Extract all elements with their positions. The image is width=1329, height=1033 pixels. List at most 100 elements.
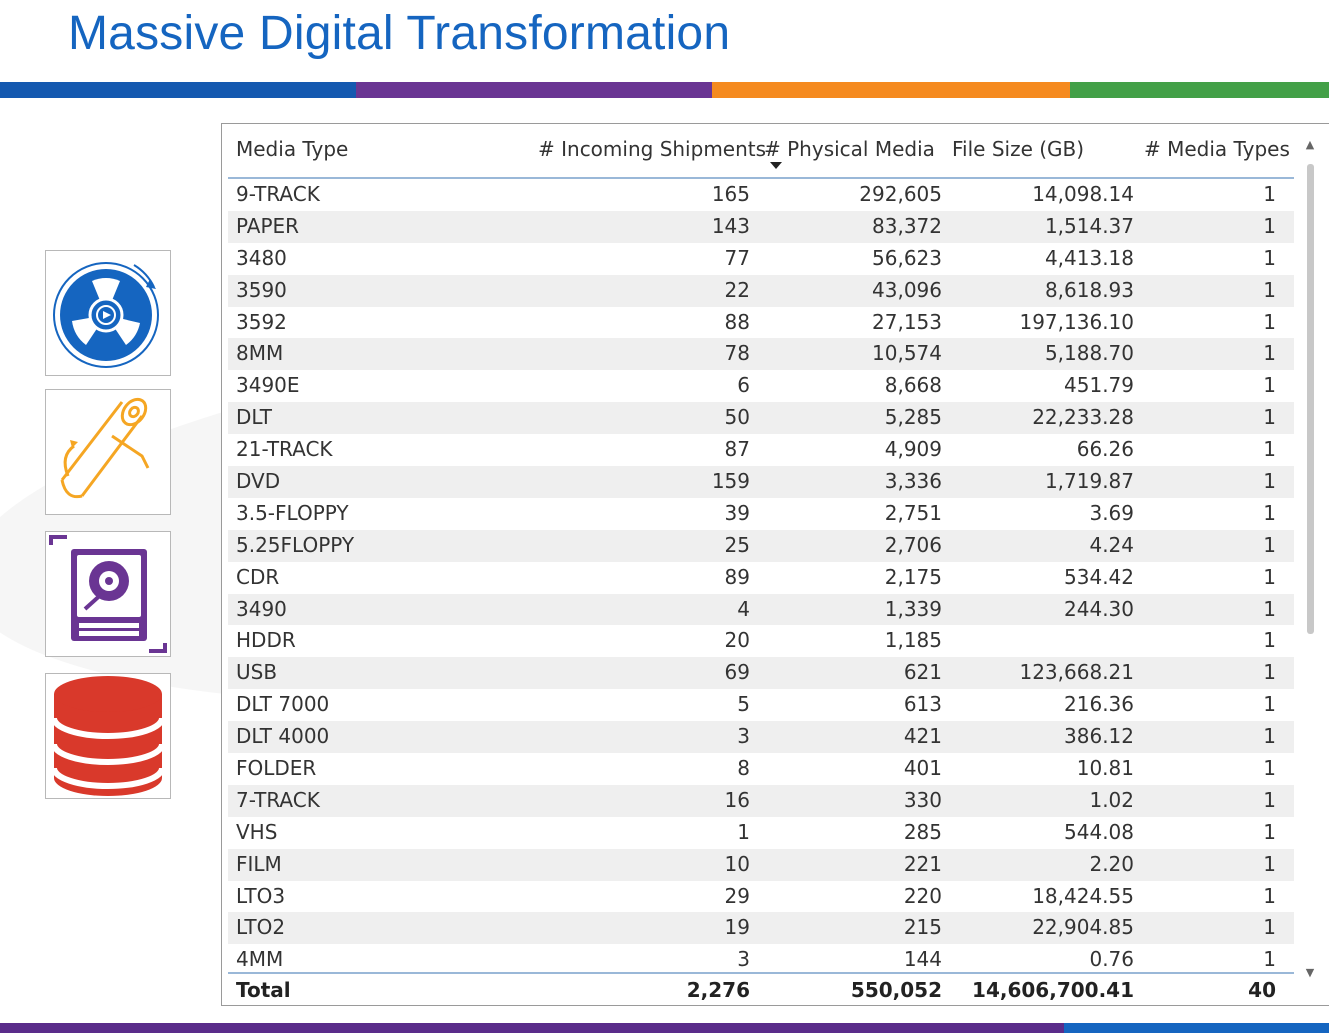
cell-media-type: VHS	[236, 819, 278, 844]
cell-media-type: 21-TRACK	[236, 437, 333, 462]
cell-file-size: 1,514.37	[1044, 213, 1134, 238]
cell-media-type: FOLDER	[236, 756, 317, 781]
cell-physical-media: 421	[903, 724, 942, 749]
media-table: Media Type # Incoming Shipments # Physic…	[221, 123, 1329, 1006]
cell-file-size: 18,424.55	[1032, 883, 1134, 908]
table-row[interactable]: USB 69 621 123,668.21 1	[228, 657, 1294, 690]
cell-media-type: 4MM	[236, 947, 284, 972]
cell-physical-media: 215	[903, 915, 942, 940]
cell-file-size: 10.81	[1076, 756, 1134, 781]
cell-file-size: 1.02	[1089, 787, 1134, 812]
cell-media-type: 3592	[236, 309, 287, 334]
column-header-physical-media[interactable]: # Physical Media	[764, 137, 935, 161]
column-header-media-types[interactable]: # Media Types	[1144, 137, 1290, 161]
table-row[interactable]: LTO2 19 215 22,904.85 1	[228, 912, 1294, 945]
cell-media-type: 3.5-FLOPPY	[236, 500, 349, 525]
scroll-down-icon[interactable]: ▼	[1305, 966, 1315, 979]
cell-physical-media: 83,372	[872, 213, 942, 238]
cell-media-type: 3490	[236, 596, 287, 621]
cell-file-size: 123,668.21	[1019, 660, 1134, 685]
cell-incoming-shipments: 69	[724, 660, 750, 685]
table-row[interactable]: PAPER 143 83,372 1,514.37 1	[228, 210, 1294, 243]
table-row[interactable]: DLT 7000 5 613 216.36 1	[228, 689, 1294, 721]
column-header-incoming-shipments[interactable]: # Incoming Shipments	[538, 137, 767, 161]
table-row[interactable]: LTO3 29 220 18,424.55 1	[228, 881, 1294, 913]
cell-file-size: 0.76	[1089, 947, 1134, 972]
cell-media-types: 1	[1263, 787, 1276, 812]
table-row[interactable]: 3590 22 43,096 8,618.93 1	[228, 274, 1294, 307]
cell-media-type: DLT 4000	[236, 724, 330, 749]
table-row[interactable]: 3.5-FLOPPY 39 2,751 3.69 1	[228, 498, 1294, 530]
header-color-band	[0, 82, 1329, 98]
table-row[interactable]: DLT 4000 3 421 386.12 1	[228, 721, 1294, 754]
cell-incoming-shipments: 1	[737, 819, 750, 844]
cell-media-types: 1	[1263, 756, 1276, 781]
cell-incoming-shipments: 22	[724, 277, 750, 302]
table-row[interactable]: 3490E 6 8,668 451.79 1	[228, 370, 1294, 402]
cell-physical-media: 330	[903, 787, 942, 812]
cell-media-types: 1	[1263, 692, 1276, 717]
cell-media-types: 1	[1263, 564, 1276, 589]
cell-physical-media: 2,175	[884, 564, 942, 589]
cell-file-size: 14,098.14	[1032, 182, 1134, 206]
cell-media-types: 1	[1263, 628, 1276, 653]
cell-media-types: 1	[1263, 883, 1276, 908]
cell-physical-media: 5,285	[884, 405, 942, 430]
table-row[interactable]: 8MM 78 10,574 5,188.70 1	[228, 338, 1294, 371]
table-row[interactable]: HDDR 20 1,185 1	[228, 625, 1294, 657]
table-row[interactable]: 9-TRACK 165 292,605 14,098.14 1	[228, 179, 1294, 211]
total-shipments: 2,276	[686, 978, 750, 1002]
cell-physical-media: 1,185	[884, 628, 942, 653]
cell-file-size: 544.08	[1064, 819, 1134, 844]
cell-media-type: LTO3	[236, 883, 286, 908]
cell-media-types: 1	[1263, 469, 1276, 494]
vertical-scrollbar-thumb[interactable]	[1307, 164, 1314, 634]
cell-physical-media: 3,336	[884, 469, 942, 494]
table-row[interactable]: FOLDER 8 401 10.81 1	[228, 753, 1294, 785]
cell-media-types: 1	[1263, 213, 1276, 238]
table-row[interactable]: 3490 4 1,339 244.30 1	[228, 593, 1294, 626]
cell-physical-media: 10,574	[872, 341, 942, 366]
cell-physical-media: 2,706	[884, 532, 942, 557]
cell-incoming-shipments: 20	[724, 628, 750, 653]
cell-media-types: 1	[1263, 819, 1276, 844]
cell-media-types: 1	[1263, 500, 1276, 525]
cell-incoming-shipments: 78	[724, 341, 750, 366]
cell-physical-media: 2,751	[884, 500, 942, 525]
cell-media-type: DLT 7000	[236, 692, 330, 717]
cell-media-types: 1	[1263, 309, 1276, 334]
table-row[interactable]: 7-TRACK 16 330 1.02 1	[228, 784, 1294, 817]
table-row[interactable]: 21-TRACK 87 4,909 66.26 1	[228, 434, 1294, 466]
table-row[interactable]: DLT 50 5,285 22,233.28 1	[228, 402, 1294, 435]
cell-media-type: 9-TRACK	[236, 182, 320, 206]
table-row[interactable]: 4MM 3 144 0.76 1	[228, 944, 1294, 976]
cell-incoming-shipments: 39	[724, 500, 750, 525]
column-header-file-size[interactable]: File Size (GB)	[952, 137, 1085, 161]
total-media-types: 40	[1248, 978, 1276, 1002]
table-row[interactable]: 3480 77 56,623 4,413.18 1	[228, 243, 1294, 275]
table-row[interactable]: CDR 89 2,175 534.42 1	[228, 562, 1294, 594]
table-row[interactable]: VHS 1 285 544.08 1	[228, 817, 1294, 849]
cell-physical-media: 621	[903, 660, 942, 685]
cell-media-type: DLT	[236, 405, 273, 430]
column-header-media-type[interactable]: Media Type	[236, 137, 349, 161]
cell-physical-media: 292,605	[859, 182, 942, 206]
scroll-up-icon[interactable]: ▲	[1305, 138, 1315, 151]
page-title: Massive Digital Transformation	[68, 7, 731, 60]
hard-drive-icon-tile	[45, 531, 171, 657]
cell-media-types: 1	[1263, 245, 1276, 270]
cell-physical-media: 56,623	[872, 245, 942, 270]
cell-incoming-shipments: 77	[724, 245, 750, 270]
table-row[interactable]: FILM 10 221 2.20 1	[228, 848, 1294, 881]
cell-media-types: 1	[1263, 373, 1276, 398]
table-row[interactable]: 5.25FLOPPY 25 2,706 4.24 1	[228, 529, 1294, 562]
cell-physical-media: 144	[903, 947, 942, 972]
cell-incoming-shipments: 89	[724, 564, 750, 589]
cell-media-type: 3490E	[236, 373, 300, 398]
cell-file-size: 244.30	[1064, 596, 1134, 621]
cell-file-size: 4,413.18	[1044, 245, 1134, 270]
table-row[interactable]: 3592 88 27,153 197,136.10 1	[228, 307, 1294, 339]
cell-media-types: 1	[1263, 532, 1276, 557]
table-row[interactable]: DVD 159 3,336 1,719.87 1	[228, 466, 1294, 498]
cell-incoming-shipments: 165	[711, 182, 750, 206]
